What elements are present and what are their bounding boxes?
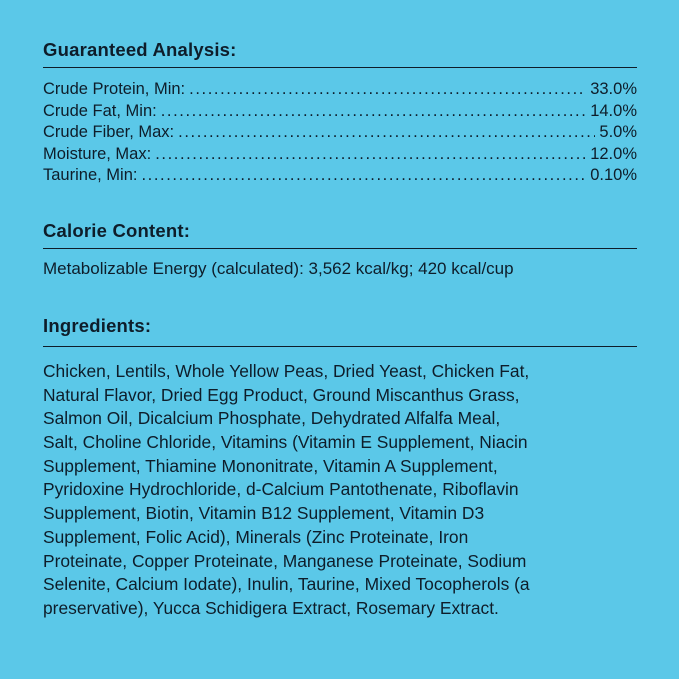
ingredients-section: Ingredients: Chicken, Lentils, Whole Yel… — [43, 315, 637, 621]
guaranteed-analysis-section: Guaranteed Analysis: Crude Protein, Min:… — [43, 39, 637, 187]
analysis-value: 5.0% — [599, 123, 637, 142]
analysis-table: Crude Protein, Min:.....................… — [43, 79, 637, 187]
dot-leader: ........................................… — [141, 166, 587, 185]
ingredients-line: Pyridoxine Hydrochloride, d-Calcium Pant… — [43, 479, 519, 500]
analysis-label: Moisture, Max: — [43, 144, 152, 163]
ingredients-line: Proteinate, Copper Proteinate, Manganese… — [43, 550, 527, 571]
ingredients-line: Supplement, Thiamine Mononitrate, Vitami… — [43, 455, 498, 476]
analysis-row: Crude Fat, Min:.........................… — [43, 101, 637, 123]
guaranteed-analysis-heading: Guaranteed Analysis: — [43, 39, 237, 60]
ingredients-line: Natural Flavor, Dried Egg Product, Groun… — [43, 384, 520, 405]
analysis-label: Crude Fat, Min: — [43, 101, 157, 120]
analysis-value: 33.0% — [590, 80, 637, 98]
dot-leader: ........................................… — [160, 101, 586, 120]
ingredients-line: Selenite, Calcium Iodate), Inulin, Tauri… — [43, 574, 530, 595]
divider — [43, 346, 637, 347]
ingredients-line: Chicken, Lentils, Whole Yellow Peas, Dri… — [43, 361, 530, 381]
analysis-label: Crude Fiber, Max: — [43, 123, 175, 142]
analysis-value: 14.0% — [590, 101, 637, 120]
analysis-row: Moisture, Max:..........................… — [43, 144, 637, 166]
ingredients-line: Salt, Choline Chloride, Vitamins (Vitami… — [43, 432, 528, 453]
ingredients-list: Chicken, Lentils, Whole Yellow Peas, Dri… — [43, 360, 637, 621]
analysis-label: Crude Protein, Min: — [43, 80, 186, 98]
calorie-content-heading: Calorie Content: — [43, 220, 191, 241]
calorie-content-section: Calorie Content: Metabolizable Energy (c… — [43, 220, 637, 279]
ingredients-line: Supplement, Biotin, Vitamin B12 Suppleme… — [43, 503, 485, 524]
analysis-value: 0.10% — [590, 166, 637, 185]
dot-leader: ........................................… — [189, 80, 586, 98]
analysis-row: Crude Protein, Min:.....................… — [43, 79, 637, 101]
dot-leader: ........................................… — [155, 144, 586, 163]
ingredients-line: preservative), Yucca Schidigera Extract,… — [43, 597, 499, 618]
divider — [43, 67, 637, 68]
analysis-value: 12.0% — [590, 144, 637, 163]
ingredients-line: Salmon Oil, Dicalcium Phosphate, Dehydra… — [43, 408, 501, 429]
calorie-content-text: Metabolizable Energy (calculated): 3,562… — [43, 259, 514, 278]
analysis-label: Taurine, Min: — [43, 166, 138, 185]
analysis-row: Crude Fiber, Max:.......................… — [43, 122, 637, 144]
divider — [43, 248, 637, 249]
analysis-row: Taurine, Min:...........................… — [43, 165, 637, 187]
dot-leader: ........................................… — [178, 123, 596, 142]
ingredients-heading: Ingredients: — [43, 315, 152, 336]
ingredients-line: Supplement, Folic Acid), Minerals (Zinc … — [43, 526, 469, 547]
